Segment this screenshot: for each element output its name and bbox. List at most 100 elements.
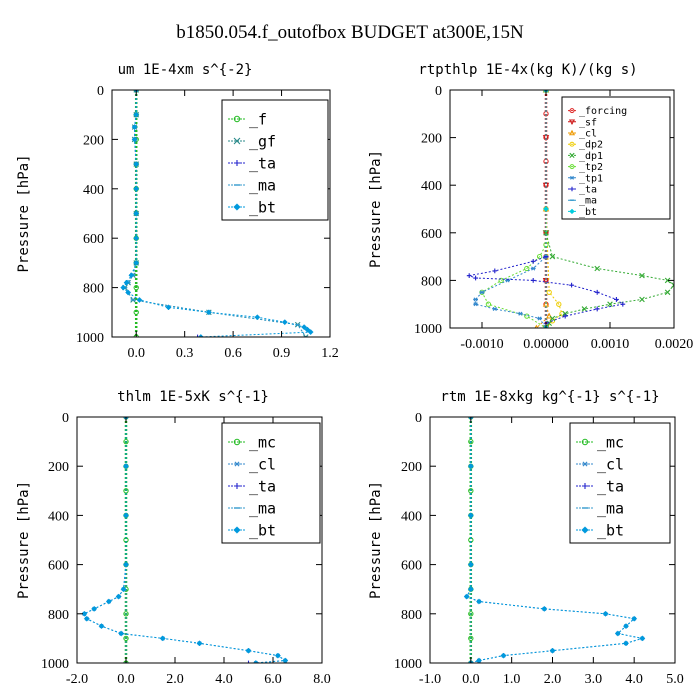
y-tick-label: 600 <box>421 227 442 242</box>
chart-panel-4: rtm 1E-8xkg kg^{-1} s^{-1} Pressure [hPa]… <box>368 389 684 687</box>
data-point <box>123 611 129 617</box>
legend-label: _mc <box>597 433 624 451</box>
data-point <box>671 282 674 288</box>
legend-label: _cl <box>579 129 597 140</box>
x-tick-label: 3.0 <box>585 672 603 687</box>
legend-label: _ta <box>249 154 276 172</box>
x-tick-label: 1.0 <box>503 672 521 687</box>
x-tick-label: -2.0 <box>66 672 88 687</box>
legend-label: _ma <box>249 176 276 194</box>
data-point <box>274 652 281 659</box>
data-point <box>254 314 261 321</box>
legend-label: _ma <box>249 499 276 517</box>
data-point <box>467 561 474 568</box>
plot-frame <box>76 416 323 664</box>
series-line-bt <box>83 417 287 663</box>
series-line-tp1 <box>475 90 547 328</box>
data-point <box>282 657 289 663</box>
legend-box <box>221 422 321 544</box>
data-point <box>133 259 140 266</box>
x-tick-label: 8.0 <box>313 672 331 687</box>
y-tick-label: 800 <box>421 274 442 289</box>
series-line-dp2 <box>545 90 563 328</box>
data-point <box>246 660 251 663</box>
data-point <box>614 297 619 302</box>
data-point <box>83 615 90 622</box>
y-axis-label: Pressure [hPa] <box>368 150 384 268</box>
data-point <box>131 124 138 131</box>
data-point <box>81 610 88 617</box>
data-point <box>133 90 140 93</box>
legend-marker <box>569 141 575 147</box>
data-point <box>281 319 288 326</box>
data-point <box>473 297 478 302</box>
data-point <box>98 623 105 630</box>
data-point <box>498 277 504 284</box>
legend-label: _cl <box>249 455 276 473</box>
data-point <box>304 326 311 333</box>
x-tick-label: 2.0 <box>166 672 184 687</box>
data-point <box>500 652 507 659</box>
data-point <box>165 304 172 311</box>
legend-label: _f <box>249 110 267 128</box>
x-tick-label: 0.0 <box>462 672 480 687</box>
legend: _forcing_sf_cl_dp2_dp1_tp2_tp1_ta_ma_bt <box>561 96 671 220</box>
legend-marker <box>569 152 575 158</box>
panel-title: um 1E-4xm s^{-2} <box>118 62 253 78</box>
data-point <box>549 253 556 260</box>
data-point <box>524 265 530 272</box>
data-point <box>245 647 252 654</box>
y-tick-label: 600 <box>48 559 69 574</box>
series-line-cl <box>536 90 550 328</box>
data-point <box>664 277 671 284</box>
legend-label: _gf <box>249 132 276 150</box>
y-axis-label: Pressure [hPa] <box>16 481 32 599</box>
legend-marker <box>581 438 589 446</box>
chart-panel-1: um 1E-4xm s^{-2} Pressure [hPa] 0 200 400 600… <box>16 62 339 361</box>
data-point <box>133 161 140 168</box>
data-point <box>120 284 127 291</box>
legend-box <box>569 422 671 544</box>
data-point <box>115 593 122 600</box>
legend-label: _sf <box>579 117 597 128</box>
panel-title: thlm 1E-5xK s^{-1} <box>117 389 269 405</box>
data-point <box>631 615 638 622</box>
data-point <box>530 258 536 264</box>
data-point <box>473 275 478 281</box>
y-tick-label: 0 <box>435 84 442 99</box>
y-tick-label: 200 <box>421 132 442 147</box>
legend-label: _bt <box>579 207 597 218</box>
data-point <box>307 329 314 336</box>
legend: _mc _cl _ta _ma _bt <box>221 422 321 544</box>
data-point <box>467 463 474 470</box>
data-point <box>128 272 135 279</box>
data-point <box>620 301 626 307</box>
data-point <box>639 635 646 642</box>
legend-marker <box>581 526 589 534</box>
data-point <box>541 605 548 612</box>
x-tick-label: 6.0 <box>264 672 282 687</box>
legend-label: _ta <box>249 477 276 495</box>
data-point <box>467 586 474 593</box>
data-point <box>594 265 600 272</box>
legend-marker <box>234 160 240 166</box>
data-point <box>195 334 200 337</box>
data-point <box>123 279 130 286</box>
x-tick-label: 0.00000 <box>523 337 569 352</box>
data-point <box>614 630 621 637</box>
y-tick-label: 800 <box>401 608 422 623</box>
legend-marker <box>569 208 575 215</box>
y-tick-label: 800 <box>83 282 104 297</box>
data-point <box>205 309 212 316</box>
data-point <box>485 301 492 307</box>
data-point <box>569 282 574 288</box>
x-tick-label: -1.0 <box>419 672 441 687</box>
data-point <box>476 598 482 605</box>
data-point <box>639 272 645 279</box>
y-tick-label: 400 <box>421 179 442 194</box>
y-tick-label: 400 <box>401 509 422 524</box>
data-point <box>463 593 470 600</box>
x-tick-label: 0.6 <box>224 346 242 361</box>
legend-marker <box>582 461 588 467</box>
data-point <box>159 635 166 642</box>
